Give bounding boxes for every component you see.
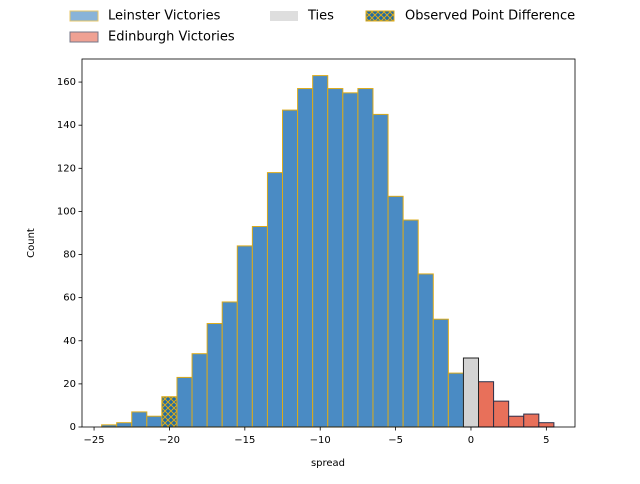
x-tick-label: −5: [388, 435, 403, 446]
y-tick-label: 160: [57, 77, 76, 88]
x-tick-label: −20: [159, 435, 180, 446]
bar: [312, 75, 329, 428]
bar: [176, 376, 193, 428]
x-tick-label: −15: [234, 435, 255, 446]
x-tick-label: −10: [310, 435, 331, 446]
legend-swatch: [270, 11, 298, 21]
legend-label: Observed Point Difference: [405, 9, 575, 24]
y-tick-label: 80: [63, 250, 76, 261]
legend-label: Ties: [307, 9, 334, 24]
bar: [387, 195, 404, 428]
legend-label: Edinburgh Victories: [108, 30, 235, 45]
plot-area: −25 −20 −15 −10 −5 0 5 0 20 40 60 80 100 120 140 160: [57, 58, 576, 446]
y-tick-label: 120: [57, 163, 76, 174]
bar: [251, 226, 268, 428]
y-tick-label: 140: [57, 120, 76, 131]
bar: [131, 411, 148, 428]
bar: [462, 357, 480, 428]
bar: [221, 301, 238, 428]
bar: [206, 323, 223, 428]
legend-swatch: [69, 10, 99, 22]
observed-hatch: [161, 396, 177, 427]
bar: [538, 422, 555, 428]
legend: Leinster Victories Edinburgh Victories Tie…: [69, 9, 575, 45]
legend-swatch: [69, 31, 99, 43]
bar: [297, 88, 314, 428]
bar: [447, 372, 464, 428]
bar: [327, 88, 344, 428]
bar: [432, 318, 449, 428]
bar: [372, 113, 389, 428]
bar: [342, 92, 359, 428]
bar: [417, 273, 434, 428]
y-tick-label: 100: [57, 206, 76, 217]
bar: [146, 415, 163, 428]
bar: [508, 415, 525, 428]
y-tick-label: 20: [63, 379, 76, 390]
y-axis-label: Count: [26, 228, 37, 258]
bar: [493, 400, 510, 428]
y-tick-label: 60: [63, 293, 76, 304]
bar: [266, 172, 284, 428]
legend-label: Leinster Victories: [108, 9, 221, 24]
bar: [402, 219, 419, 428]
bar: [357, 88, 374, 428]
bar: [116, 422, 133, 428]
bar: [282, 109, 299, 428]
bar: [236, 245, 253, 428]
bar: [478, 381, 495, 428]
x-axis-label: spread: [311, 458, 345, 469]
x-tick-label: 0: [468, 435, 474, 446]
x-tick-label: −25: [84, 435, 105, 446]
axes-frame: [81, 58, 576, 428]
y-tick-label: 40: [63, 336, 76, 347]
x-tick-label: 5: [543, 435, 549, 446]
bar: [523, 413, 540, 428]
legend-hatch: [366, 11, 394, 21]
y-tick-label: 0: [70, 422, 76, 433]
bar: [191, 353, 208, 428]
